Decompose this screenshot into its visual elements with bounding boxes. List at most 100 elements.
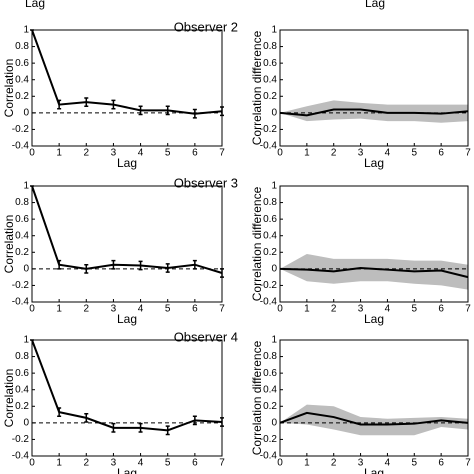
error-bar (165, 263, 170, 273)
series-line (279, 108, 469, 117)
y-tick-label: -0.4 (260, 141, 278, 152)
x-tick-label: 3 (111, 458, 117, 469)
y-axis-label: Correlation (2, 215, 16, 274)
error-bar (138, 105, 143, 116)
y-tick-label: 0.4 (263, 384, 277, 395)
x-tick-label: 5 (412, 304, 418, 315)
y-tick-label: 0.2 (263, 247, 277, 258)
y-tick-label: 0.6 (263, 214, 277, 225)
x-tick-label: 7 (219, 458, 225, 469)
x-tick-label: 7 (219, 148, 225, 159)
x-tick-label: 4 (138, 458, 144, 469)
x-axis-label: Lag (364, 312, 384, 326)
series-line (31, 29, 223, 115)
x-tick-label: 3 (358, 148, 364, 159)
error-bar (111, 99, 116, 110)
x-tick-label: 7 (465, 148, 471, 159)
x-tick-label: 3 (358, 304, 364, 315)
y-tick-label: 1 (271, 25, 277, 36)
y-tick-label: -0.2 (12, 280, 30, 291)
y-tick-label: -0.4 (12, 297, 30, 308)
y-tick-label: 1 (23, 25, 29, 36)
y-tick-label: 0.4 (15, 384, 29, 395)
y-axis-label: Correlation difference (250, 340, 264, 455)
x-tick-label: 1 (304, 304, 310, 315)
x-tick-label: 5 (412, 148, 418, 159)
error-bar (111, 422, 116, 433)
y-tick-label: -0.2 (260, 124, 278, 135)
error-bar (192, 108, 197, 119)
y-tick-label: -0.4 (260, 297, 278, 308)
confidence-band (280, 253, 468, 290)
y-tick-label: 0.6 (263, 368, 277, 379)
x-axis-label: Lag (117, 466, 137, 474)
error-bar (220, 106, 224, 117)
x-tick-label: 6 (192, 304, 198, 315)
y-tick-label: 0.4 (15, 230, 29, 241)
x-tick-label: 3 (358, 458, 364, 469)
error-bar (84, 412, 89, 423)
x-tick-label: 2 (84, 458, 90, 469)
y-tick-label: 0.6 (15, 58, 29, 69)
x-tick-label: 2 (84, 148, 90, 159)
x-tick-label: 7 (219, 304, 225, 315)
x-tick-label: 5 (165, 458, 171, 469)
error-bar (84, 97, 89, 107)
x-tick-label: 2 (331, 148, 337, 159)
series-line (279, 267, 469, 279)
y-tick-label: 0 (23, 263, 29, 274)
x-tick-label: 4 (385, 304, 391, 315)
y-tick-label: -0.4 (260, 451, 278, 462)
y-tick-label: 1 (271, 181, 277, 192)
y-tick-label: 0 (271, 263, 277, 274)
error-bar (165, 105, 170, 116)
y-tick-label: 0.8 (263, 351, 277, 362)
x-tick-label: 0 (29, 458, 35, 469)
series-line (279, 411, 469, 426)
x-axis-label: Lag (117, 156, 137, 170)
y-tick-label: 0 (271, 107, 277, 118)
x-tick-label: 1 (56, 304, 62, 315)
y-tick-label: 0.8 (15, 41, 29, 52)
y-axis-label: Correlation difference (250, 30, 264, 145)
error-bar (111, 259, 116, 270)
y-tick-label: -0.2 (12, 124, 30, 135)
y-axis-label: Correlation (2, 369, 16, 428)
panel-title: Observer 4 (174, 329, 238, 344)
x-tick-label: 6 (192, 458, 198, 469)
y-axis-label: Correlation (2, 59, 16, 118)
x-tick-label: 5 (412, 458, 418, 469)
y-tick-label: 0.4 (15, 74, 29, 85)
y-tick-label: -0.4 (12, 451, 30, 462)
y-tick-label: 0 (23, 107, 29, 118)
error-bar (138, 260, 143, 271)
x-tick-label: 6 (438, 458, 444, 469)
series-line (31, 339, 223, 432)
error-bar (84, 263, 89, 274)
x-tick-label: 6 (438, 148, 444, 159)
x-tick-label: 3 (111, 304, 117, 315)
y-tick-label: -0.4 (12, 141, 30, 152)
x-tick-label: 4 (385, 458, 391, 469)
x-tick-label: 2 (331, 304, 337, 315)
confidence-band (280, 404, 468, 436)
x-axis-label: Lag (364, 156, 384, 170)
panel-title: Observer 3 (174, 175, 238, 190)
x-tick-label: 2 (84, 304, 90, 315)
x-tick-label: 0 (277, 458, 283, 469)
axes-box (31, 339, 223, 457)
series-line (31, 185, 223, 274)
x-tick-label: 2 (331, 458, 337, 469)
x-axis-label: Lag (364, 466, 384, 474)
y-tick-label: 0.6 (263, 58, 277, 69)
x-axis-label: Lag (117, 312, 137, 326)
error-bar (192, 259, 197, 270)
error-bar (138, 422, 143, 433)
y-tick-label: 0.8 (15, 351, 29, 362)
x-tick-label: 6 (192, 148, 198, 159)
y-tick-label: 0.8 (15, 197, 29, 208)
y-tick-label: 0.8 (263, 41, 277, 52)
y-tick-label: 0.2 (15, 247, 29, 258)
x-tick-label: 5 (165, 304, 171, 315)
